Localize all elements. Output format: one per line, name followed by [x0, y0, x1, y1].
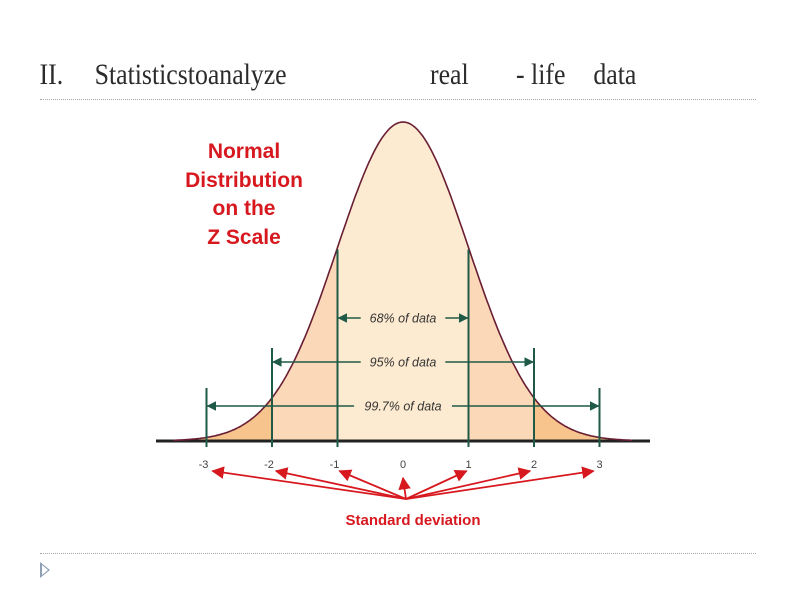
title-part-life: - life: [516, 58, 566, 91]
pointer-arrow-neg2: [274, 467, 407, 500]
tick-label-0: 0: [400, 459, 406, 471]
tick-label-neg1: -1: [330, 459, 340, 471]
range-68-label: 68% of data: [370, 312, 437, 326]
normal-distribution-diagram: 68% of data 95% of data 99.7% of data -3…: [156, 121, 650, 529]
range-95: 95% of data: [272, 356, 534, 370]
range-99-7-label: 99.7% of data: [364, 400, 441, 414]
pointer-arrow-1: [405, 470, 468, 500]
tick-label-1: 1: [465, 459, 471, 471]
tick-label-neg3: -3: [199, 459, 209, 471]
next-slide-arrow-icon[interactable]: [40, 562, 50, 578]
normal-distribution-figure: 68% of data 95% of data 99.7% of data -3…: [150, 112, 660, 546]
title-part-data: data: [593, 58, 637, 91]
pointer-arrow-0: [398, 476, 411, 500]
pointer-arrow-neg3: [211, 466, 407, 500]
slide-title: II. Statisticstoanalyze real - life data: [0, 58, 688, 98]
standard-deviation-caption: Standard deviation: [345, 512, 480, 529]
tick-label-2: 2: [531, 459, 537, 471]
center-region-fill: [337, 122, 469, 441]
heading-line-distribution: Distribution: [185, 169, 303, 192]
footer-divider: [40, 553, 756, 554]
tick-label-3: 3: [596, 459, 602, 471]
standard-deviation-pointer-arrows: [211, 466, 595, 500]
pointer-arrow-2: [405, 467, 532, 500]
range-68: 68% of data: [337, 312, 469, 326]
pointer-arrow-neg1: [338, 469, 407, 500]
title-part-real: real: [430, 58, 469, 91]
heading-line-z-scale: Z Scale: [207, 226, 281, 249]
range-99-7: 99.7% of data: [206, 400, 600, 414]
z-tick-labels: -3 -2 -1 0 1 2 3: [199, 459, 603, 471]
sd-guide-lines: [205, 249, 601, 447]
range-95-label: 95% of data: [370, 356, 437, 370]
normal-curve: [173, 121, 633, 442]
title-divider: [40, 99, 756, 100]
heading-line-on-the: on the: [213, 197, 276, 220]
title-part-statistics: Statisticstoanalyze: [94, 58, 287, 91]
tick-label-neg2: -2: [264, 459, 274, 471]
diagram-heading: Normal Distribution on the Z Scale: [185, 140, 303, 249]
pointer-arrow-3: [405, 466, 595, 500]
heading-line-normal: Normal: [208, 140, 280, 163]
title-numeral: II.: [39, 58, 64, 91]
